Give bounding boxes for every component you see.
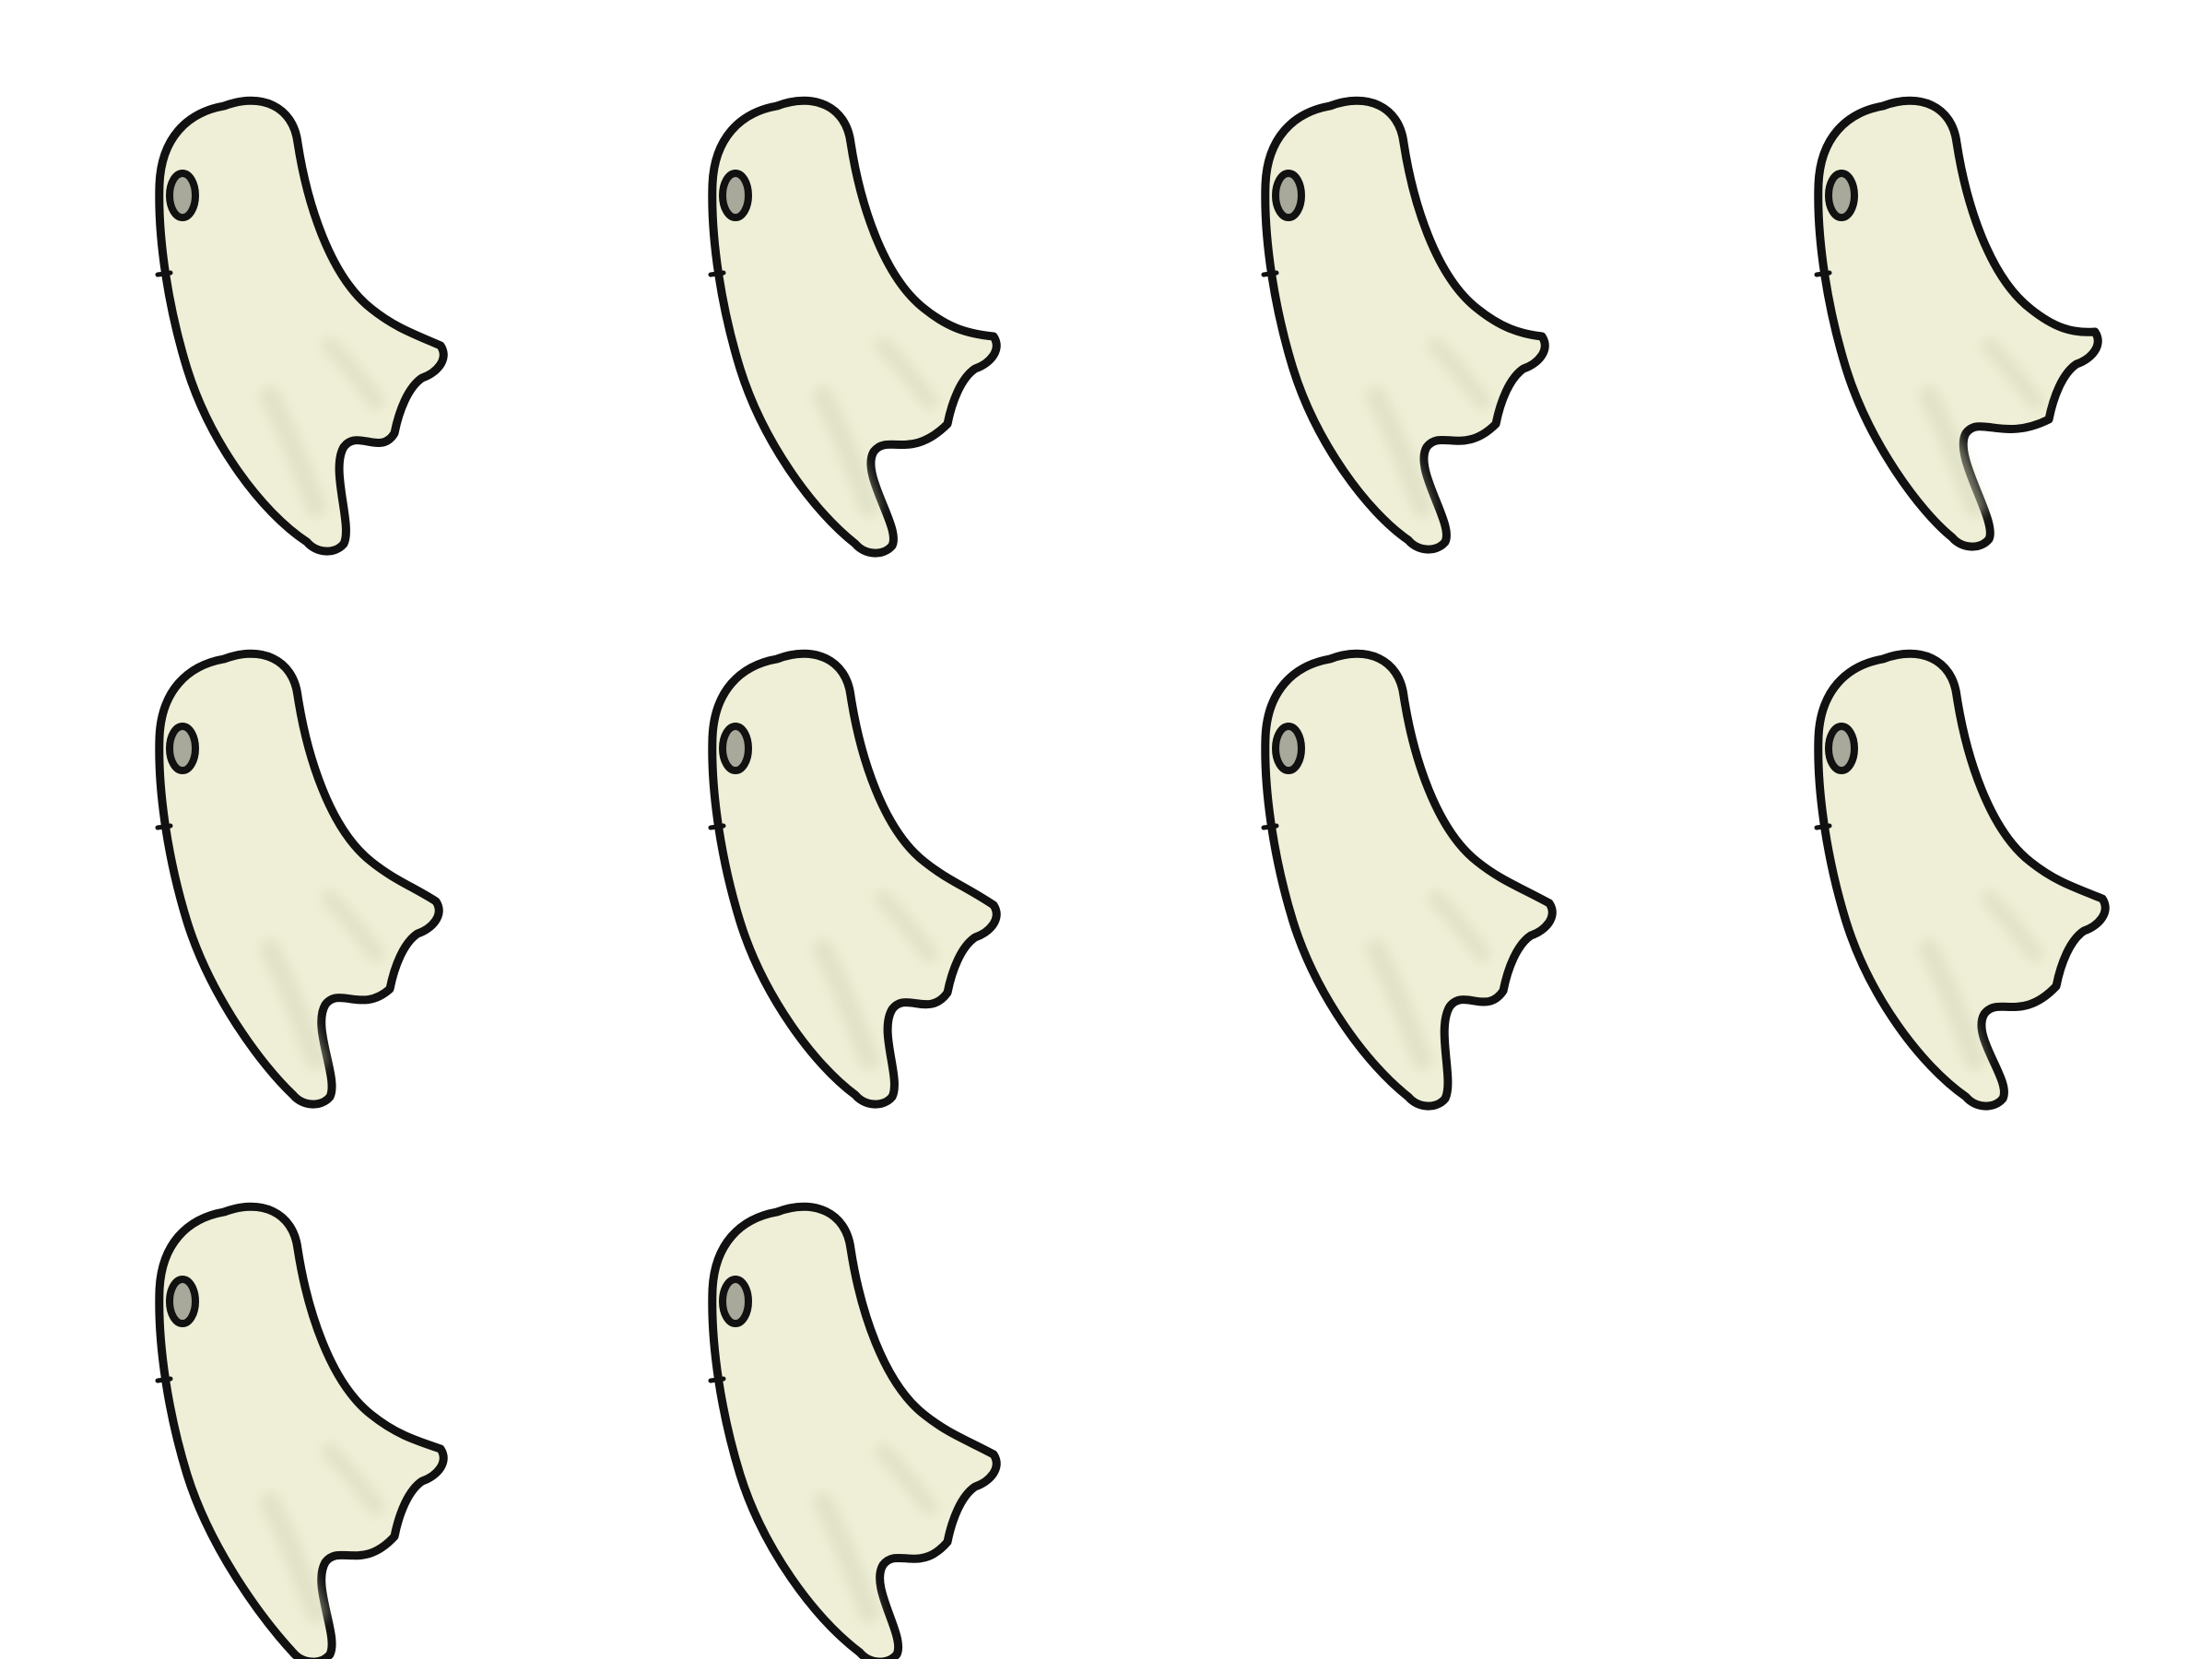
- ghost-body: [155, 1202, 448, 1659]
- ghost-shading: [260, 1443, 384, 1623]
- ghost-shading: [1919, 337, 2043, 517]
- ghost-mouth: [155, 270, 173, 277]
- ghost-eye-icon: [1825, 723, 1858, 774]
- ghost-frame: [1261, 649, 1557, 1111]
- ghost-frame: [155, 96, 448, 556]
- ghost-frame: [155, 1202, 448, 1659]
- ghost-mouth: [1261, 270, 1279, 277]
- ghost-body: [1261, 96, 1549, 554]
- ghost-eye-icon: [166, 723, 199, 774]
- ghost-mouth: [708, 823, 726, 830]
- ghost-mouth: [155, 1376, 173, 1383]
- ghost-eye-icon: [166, 1276, 199, 1327]
- ghost-body: [708, 96, 1001, 558]
- ghost-shading: [260, 890, 384, 1070]
- ghost-mouth: [708, 270, 726, 277]
- ghost-frame: [708, 96, 1001, 558]
- ghost-body: [155, 649, 443, 1109]
- ghost-shading: [813, 890, 937, 1070]
- ghost-body: [155, 96, 448, 556]
- ghost-frame: [1814, 649, 2110, 1111]
- ghost-shading: [813, 1443, 937, 1623]
- ghost-body: [708, 649, 1001, 1109]
- ghost-eye-icon: [719, 170, 752, 221]
- ghost-body: [1814, 96, 2102, 551]
- ghost-shading: [813, 337, 937, 517]
- ghost-shading: [1366, 890, 1490, 1070]
- ghost-frame: [708, 1202, 1001, 1659]
- ghost-eye-icon: [1272, 723, 1305, 774]
- ghost-frame: [155, 649, 443, 1109]
- ghost-eye-icon: [166, 170, 199, 221]
- ghost-eye-icon: [1272, 170, 1305, 221]
- ghost-mouth: [1814, 823, 1832, 830]
- ghost-eye-icon: [719, 1276, 752, 1327]
- ghost-shading: [1919, 890, 2043, 1070]
- ghost-body: [1814, 649, 2110, 1111]
- ghost-body: [708, 1202, 1001, 1659]
- ghost-mouth: [708, 1376, 726, 1383]
- ghost-mouth: [1814, 270, 1832, 277]
- ghost-frame: [1261, 96, 1549, 554]
- ghost-shading: [260, 337, 384, 517]
- frames-group: [155, 96, 2110, 1659]
- ghost-frame: [708, 649, 1001, 1109]
- ghost-mouth: [155, 823, 173, 830]
- ghost-body: [1261, 649, 1557, 1111]
- ghost-mouth: [1261, 823, 1279, 830]
- ghost-shading: [1366, 337, 1490, 517]
- ghost-frame: [1814, 96, 2102, 551]
- ghost-eye-icon: [719, 723, 752, 774]
- ghost-eye-icon: [1825, 170, 1858, 221]
